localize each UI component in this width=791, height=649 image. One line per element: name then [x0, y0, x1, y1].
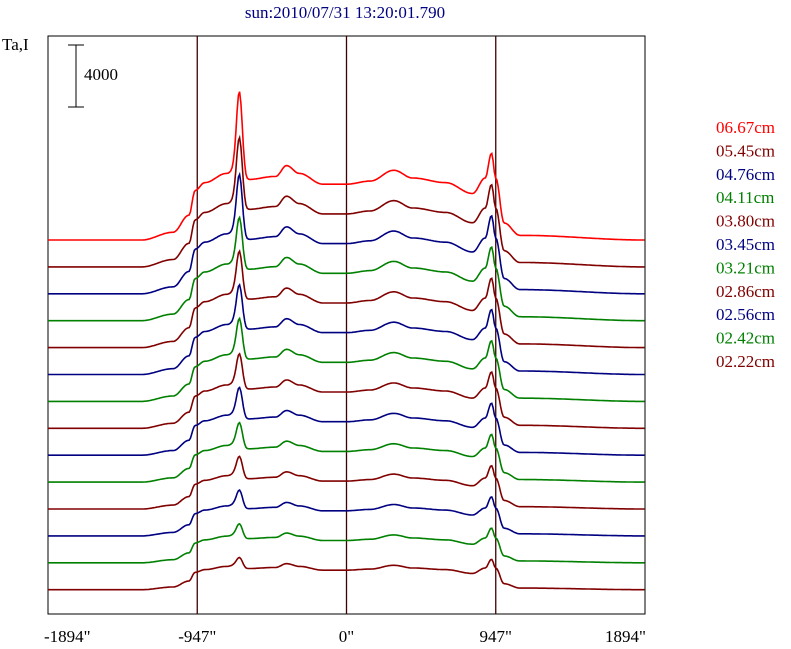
legend-entry: 04.11cm: [716, 188, 774, 207]
series-lines: [48, 91, 645, 591]
legend-entry: 03.21cm: [716, 258, 775, 277]
legend-entry: 02.56cm: [716, 305, 775, 324]
series-line: [48, 316, 645, 403]
series-line: [48, 522, 645, 564]
series-line: [48, 91, 645, 241]
legend: 06.67cm 05.45cm 04.76cm 04.11cm 03.80cm 03.45…: [716, 118, 775, 371]
y-axis-label: Ta,I: [2, 35, 29, 54]
series-line: [48, 489, 645, 537]
legend-entry: 06.67cm: [716, 118, 775, 137]
series-line: [48, 215, 645, 322]
x-tick-label: 1894": [605, 627, 646, 646]
legend-entry: 03.45cm: [716, 235, 775, 254]
legend-entry: 04.76cm: [716, 165, 775, 184]
series-line: [48, 556, 645, 591]
series-line: [48, 421, 645, 483]
scale-bar-label: 4000: [84, 65, 118, 84]
series-line: [48, 134, 645, 268]
x-tick-labels: -1894" -947" 0" 947" 1894": [44, 627, 646, 646]
series-line: [48, 455, 645, 510]
x-tick-label: -947": [178, 627, 216, 646]
series-line: [48, 352, 645, 430]
x-tick-label: 0": [339, 627, 354, 646]
series-line: [48, 386, 645, 456]
legend-entry: 02.22cm: [716, 352, 775, 371]
series-line: [48, 249, 645, 349]
x-tick-label: 947": [480, 627, 512, 646]
legend-entry: 02.86cm: [716, 282, 775, 301]
legend-entry: 03.80cm: [716, 212, 775, 231]
scale-bar: 4000: [68, 44, 118, 108]
legend-entry: 02.42cm: [716, 329, 775, 348]
series-line: [48, 171, 645, 295]
chart-title: sun:2010/07/31 13:20:01.790: [245, 3, 445, 22]
x-tick-label: -1894": [44, 627, 91, 646]
legend-entry: 05.45cm: [716, 141, 775, 160]
series-line: [48, 283, 645, 376]
vertical-markers: [196, 36, 497, 614]
